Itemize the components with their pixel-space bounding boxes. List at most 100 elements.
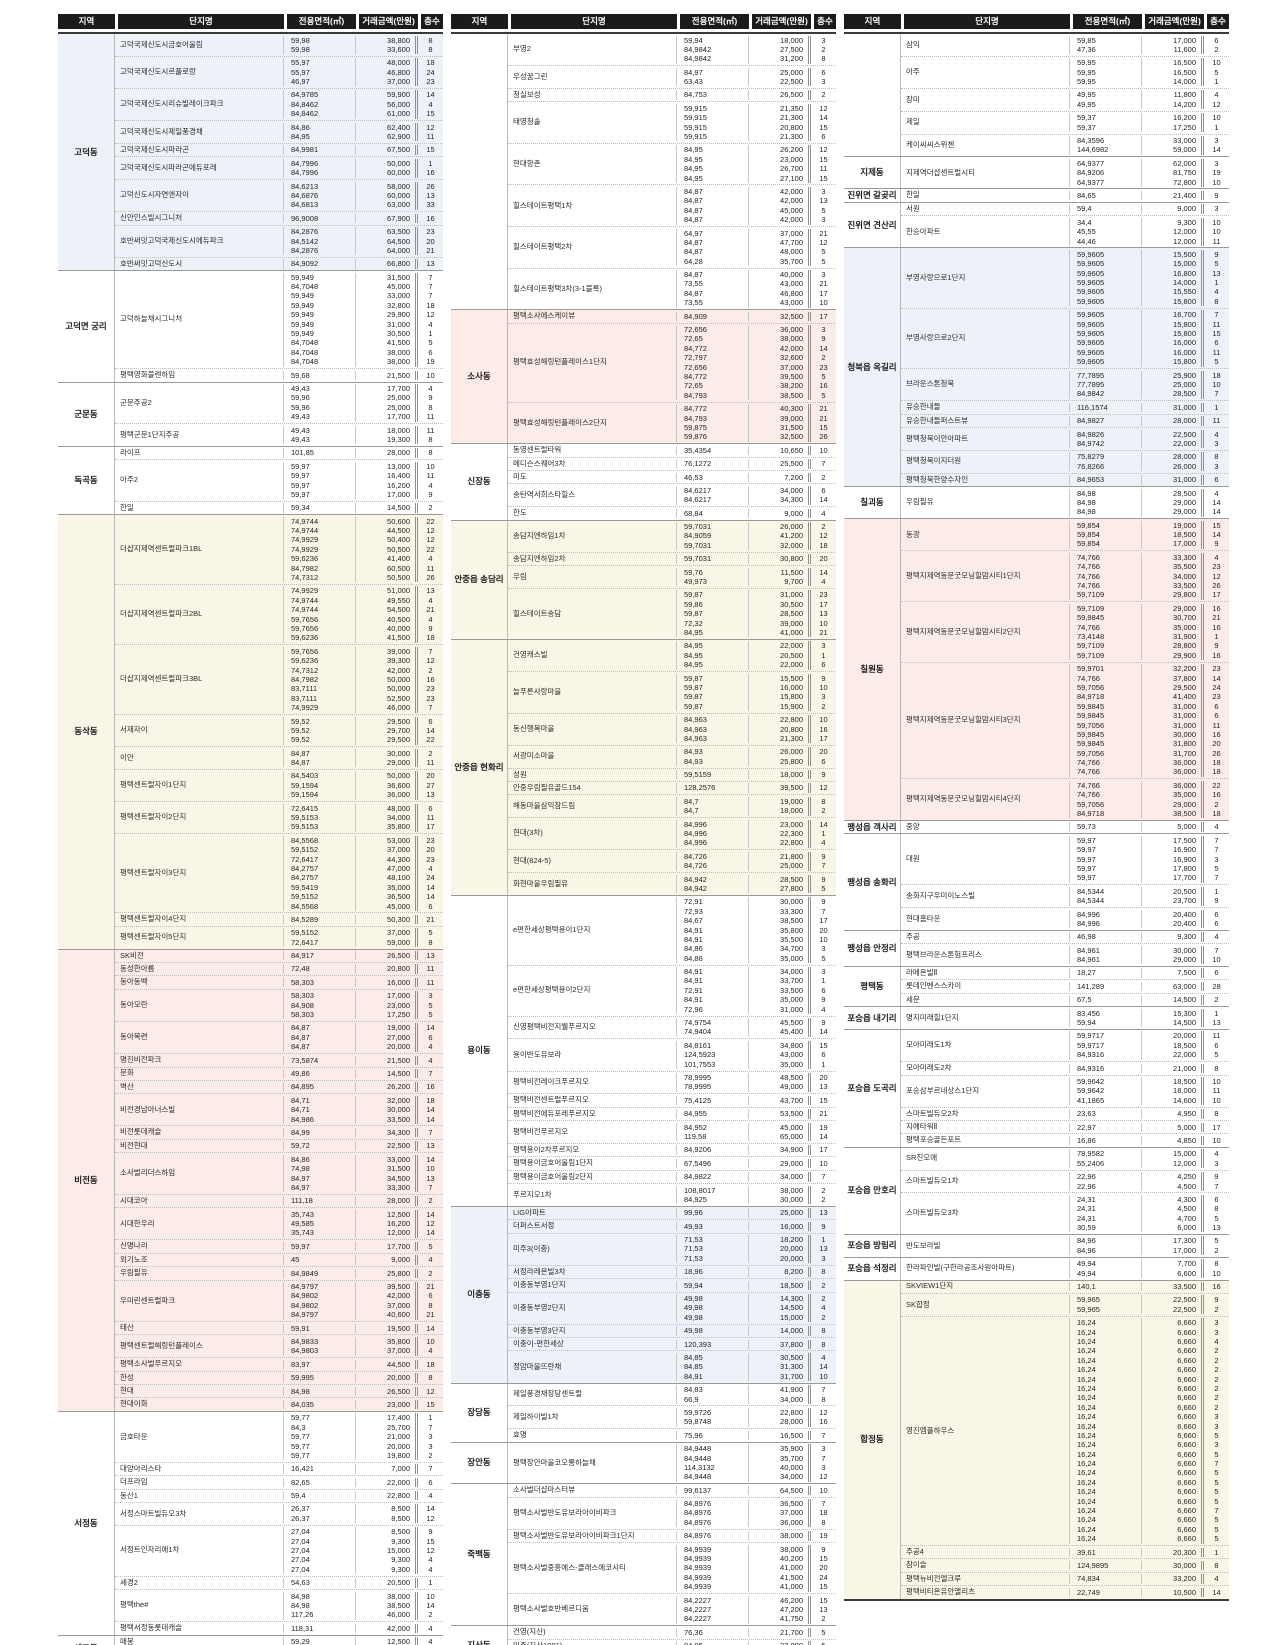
price-value: 32,000 (356, 1095, 418, 1106)
complex-block: 용이반도유보라 84,8161 34,800 15 124,5923 43,000 6 101… (508, 1039, 836, 1072)
area-value: 84,9939 (677, 1582, 749, 1592)
complex-name: 힐스테이트평택1차 (508, 186, 677, 225)
transaction-row: 59,97 16,400 11 (284, 471, 443, 481)
complex-name: 비전현대 (115, 1141, 284, 1151)
transaction-rows: 26,37 8,500 14 26,37 8,500 12 (284, 1504, 443, 1524)
area-value: 59,37 (1070, 113, 1142, 123)
floor-value: 6 (1214, 701, 1219, 711)
transaction-row: 118,31 42,000 4 (284, 1623, 443, 1634)
floor-value: 2 (1214, 799, 1219, 809)
complex-name: 송화지구우미이노스빌 (901, 886, 1070, 906)
transaction-row: 84,87 45,000 5 (677, 205, 836, 216)
complex-name: 더샵지제역센트럴파크1BL (115, 516, 284, 583)
transaction-rows: 59,94 18,500 2 (677, 1280, 836, 1291)
complex-block: 더샵지제역센트럴파크3BL 59,7656 39,000 7 59,6236 39,300… (115, 645, 443, 715)
floor-value: 23 (819, 590, 828, 600)
price-value: 16,000 (749, 1221, 811, 1232)
price-value: 29,000 (1142, 497, 1204, 508)
transaction-rows: 84,87 40,000 3 73,55 43,000 21 84,87 46,800 17 73… (677, 270, 836, 308)
floor-value: 13 (426, 790, 435, 800)
complex-list: 반도보라빌 84,96 17,300 5 84,96 17,000 2 (901, 1235, 1229, 1257)
floor-value: 2 (1214, 1346, 1219, 1356)
floor-value: 5 (1214, 357, 1219, 367)
floor-value: 3 (1214, 204, 1219, 214)
complex-block: 모아미래도2차 84,9316 21,000 8 (901, 1062, 1229, 1076)
transaction-rows: 82,65 22,000 6 (284, 1477, 443, 1488)
floor-value: 10 (426, 461, 435, 471)
area-value: 84,97 (677, 67, 749, 78)
floor-value: 4 (1214, 488, 1219, 498)
area-value: 74,766 (1070, 622, 1142, 632)
transaction-row: 49,95 14,200 12 (1070, 99, 1229, 110)
transaction-row: 144,6982 59,000 14 (1070, 145, 1229, 155)
floor-value: 5 (428, 1241, 433, 1251)
transaction-row: 84,9742 22,000 3 (1070, 438, 1229, 449)
transaction-row: 59,7109 29,900 16 (1070, 650, 1229, 661)
transaction-row: 49,973 9,700 4 (677, 577, 836, 587)
area-value: 75,96 (677, 1430, 749, 1441)
floor-value: 6 (1214, 1194, 1219, 1204)
price-value: 34,000 (749, 967, 811, 977)
area-value: 84,7048 (284, 357, 356, 367)
floor-value: 4 (428, 1564, 433, 1574)
region-section: 고덕면 궁리 고덕하늘채시그니처 59,949 31,500 7 84,7048 45,00… (58, 271, 443, 383)
complex-name: 평택지제역동문굿모닝힐맘시티3단지 (901, 664, 1070, 777)
region-section: 포승읍 내기리 명지미래힐1단지 83,456 15,300 1 59,94 14,500 1… (844, 1007, 1229, 1030)
area-value: 16,24 (1070, 1487, 1142, 1497)
transaction-rows: 78,9582 15,000 4 55,2406 12,000 3 (1070, 1149, 1229, 1169)
transaction-row: 84,793 39,000 21 (677, 413, 836, 423)
transaction-row: 22,97 5,000 17 (1070, 1122, 1229, 1132)
transaction-row: 59,5153 35,800 17 (284, 822, 443, 832)
price-value: 25,000 (749, 861, 811, 871)
price-value: 15,000 (1142, 1149, 1204, 1159)
transaction-row: 84,8976 36,500 7 (677, 1499, 836, 1509)
area-value: 59,7056 (1070, 682, 1142, 693)
area-value: 59,6236 (284, 656, 356, 666)
floor-value: 16 (1212, 603, 1221, 613)
price-value: 14,200 (1142, 99, 1204, 110)
floor-value: 6 (1214, 968, 1219, 978)
transaction-rows: 84,6213 58,000 26 84,6876 60,000 13 84,6813 63,… (284, 181, 443, 210)
complex-name: 한도 (508, 508, 677, 519)
transaction-row: 26,37 8,500 14 (284, 1504, 443, 1514)
complex-block: 스마트빌듀오1차 22,96 4,250 9 22,96 4,500 7 (901, 1171, 1229, 1194)
complex-block: 케이씨씨스위첸 84,3596 33,000 3 144,6982 59,000 14 (901, 135, 1229, 157)
floor-value: 4 (1214, 287, 1219, 297)
floor-value: 2 (821, 701, 826, 711)
price-value: 62,000 (1142, 158, 1204, 169)
price-value: 6,660 (1142, 1430, 1204, 1441)
transaction-row: 84,9842 31,200 8 (677, 54, 836, 64)
complex-name: 제일풍경채장당센트럴 (508, 1385, 677, 1404)
floor-value: 10 (819, 934, 828, 944)
complex-name: 비전롯데캐슬 (115, 1127, 284, 1138)
transaction-row: 84,95 41,000 21 (677, 627, 836, 638)
price-value: 17,000 (1142, 1245, 1204, 1256)
transaction-row: 83,7111 52,500 23 (284, 693, 443, 704)
area-value: 59,97 (1070, 873, 1142, 883)
transaction-rows: 22,749 10,500 14 (1070, 1587, 1229, 1598)
area-value: 27,04 (284, 1527, 356, 1537)
transaction-rows: 84,9785 59,900 14 84,8462 56,000 4 84,8462 61,0… (284, 90, 443, 119)
transaction-row: 84,996 23,000 14 (677, 819, 836, 830)
transaction-rows: 84,95 26,200 12 84,95 23,000 15 84,95 26,700 11 8… (677, 145, 836, 183)
complex-name: 서원 (901, 204, 1070, 214)
transaction-row: 72,91 30,000 9 (677, 897, 836, 907)
area-value: 49,94 (1070, 1259, 1142, 1269)
floor-value: 13 (426, 190, 435, 200)
area-value: 74,766 (1070, 552, 1142, 563)
transaction-row: 59,7056 29,500 24 (1070, 682, 1229, 693)
floor-value: 8 (821, 1517, 826, 1527)
complex-block: 동영센트럴타워 35,4354 10,650 10 (508, 444, 836, 458)
floor-value: 8 (428, 1300, 433, 1310)
complex-block: SKVIEW1단지 140,1 33,500 16 (901, 1281, 1229, 1294)
price-value: 26,000 (1142, 461, 1204, 472)
area-value: 74,9929 (284, 586, 356, 596)
transaction-row: 84,963 21,300 17 (677, 733, 836, 744)
transaction-row: 84,772 40,300 21 (677, 404, 836, 414)
complex-name: 벽산 (115, 1082, 284, 1092)
area-value: 84,9785 (284, 90, 356, 100)
transaction-row: 16,86 4,850 10 (1070, 1135, 1229, 1146)
complex-name: 미주3(이충) (508, 1235, 677, 1264)
transaction-rows: 72,91 30,000 9 72,93 33,300 7 84,67 38,500 17 84,… (677, 897, 836, 964)
transaction-row: 84,9827 28,000 11 (1070, 416, 1229, 426)
